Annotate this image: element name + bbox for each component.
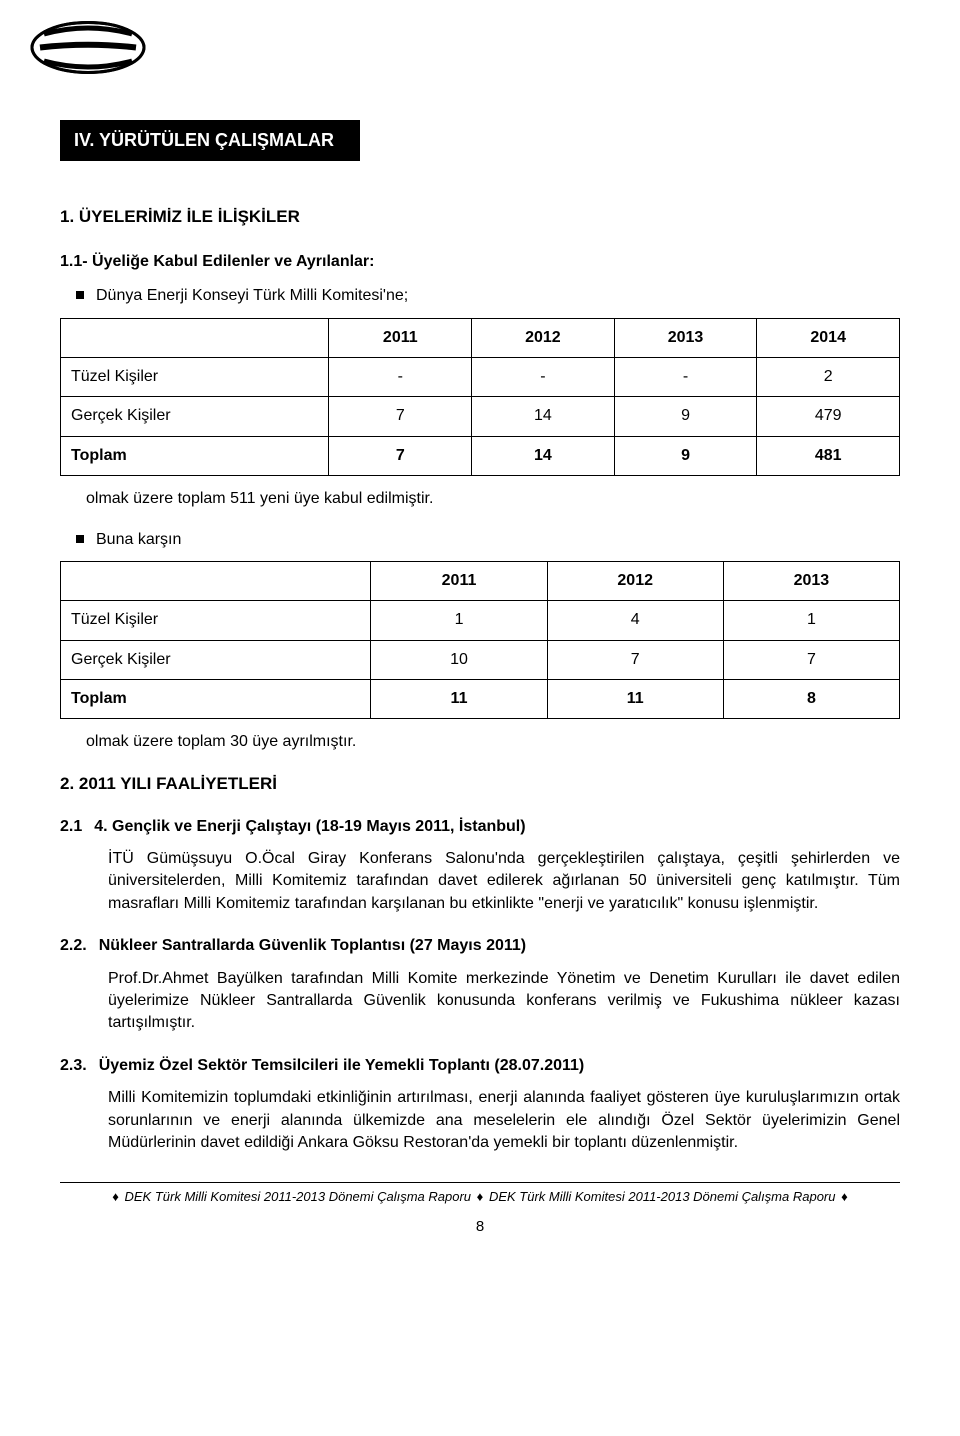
- table-cell: Toplam: [61, 436, 329, 475]
- table-header-cell: 2011: [329, 318, 472, 357]
- table-cell: 14: [472, 436, 615, 475]
- table-row: Toplam11118: [61, 680, 900, 719]
- table-cell: -: [329, 357, 472, 396]
- table-cell: 7: [329, 397, 472, 436]
- page-number: 8: [60, 1218, 900, 1235]
- members-left-table: 201120122013 Tüzel Kişiler141Gerçek Kişi…: [60, 561, 900, 720]
- note-left-total: olmak üzere toplam 30 üye ayrılmıştır.: [86, 731, 900, 753]
- table-cell: 8: [723, 680, 899, 719]
- diamond-icon: ♦: [475, 1189, 486, 1204]
- bullet-item: Buna karşın: [60, 529, 900, 551]
- org-logo: [28, 20, 148, 75]
- table-cell: 481: [757, 436, 900, 475]
- bullet-item: Dünya Enerji Konseyi Türk Milli Komitesi…: [60, 285, 900, 307]
- para-2.1: İTÜ Gümüşsuyu O.Öcal Giray Konferans Sal…: [108, 848, 900, 915]
- table-cell: 11: [547, 680, 723, 719]
- table-cell: -: [614, 357, 757, 396]
- item-title: 4. Gençlik ve Enerji Çalıştayı (18-19 Ma…: [94, 816, 900, 838]
- diamond-icon: ♦: [110, 1189, 121, 1204]
- page: IV. YÜRÜTÜLEN ÇALIŞMALAR 1. ÜYELERİMİZ İ…: [0, 0, 960, 1436]
- table-row: Toplam7149481: [61, 436, 900, 475]
- table-cell: 2: [757, 357, 900, 396]
- footer-text: ♦ DEK Türk Milli Komitesi 2011-2013 Döne…: [60, 1189, 900, 1204]
- table-cell: 7: [723, 640, 899, 679]
- item-title: Nükleer Santrallarda Güvenlik Toplantısı…: [99, 935, 900, 957]
- table-row: Gerçek Kişiler7149479: [61, 397, 900, 436]
- table-cell: 7: [547, 640, 723, 679]
- table-header-cell: 2012: [547, 561, 723, 600]
- footer-part-a: DEK Türk Milli Komitesi 2011-2013 Dönemi…: [124, 1189, 471, 1204]
- wec-logo-icon: [28, 20, 148, 75]
- table-row: Tüzel Kişiler141: [61, 601, 900, 640]
- table-cell: 1: [371, 601, 547, 640]
- heading-1.1: 1.1- Üyeliğe Kabul Edilenler ve Ayrılanl…: [60, 251, 900, 273]
- table-row: Tüzel Kişiler---2: [61, 357, 900, 396]
- table-cell: Tüzel Kişiler: [61, 357, 329, 396]
- table-header-cell: 2013: [723, 561, 899, 600]
- table-cell: 7: [329, 436, 472, 475]
- table-header-cell: 2013: [614, 318, 757, 357]
- table-header-cell: 2014: [757, 318, 900, 357]
- para-2.3: Milli Komitemizin toplumdaki etkinliğini…: [108, 1087, 900, 1154]
- note-admitted-total: olmak üzere toplam 511 yeni üye kabul ed…: [86, 488, 900, 510]
- table-cell: 9: [614, 397, 757, 436]
- table-cell: 11: [371, 680, 547, 719]
- heading-2.1: 2.1 4. Gençlik ve Enerji Çalıştayı (18-1…: [60, 816, 900, 838]
- footer-part-b: DEK Türk Milli Komitesi 2011-2013 Dönemi…: [489, 1189, 836, 1204]
- heading-1-members: 1. ÜYELERİMİZ İLE İLİŞKİLER: [60, 205, 900, 229]
- item-number: 2.1: [60, 816, 82, 838]
- heading-2.2: 2.2. Nükleer Santrallarda Güvenlik Topla…: [60, 935, 900, 957]
- table-header-cell: 2012: [472, 318, 615, 357]
- body-content: 1. ÜYELERİMİZ İLE İLİŞKİLER 1.1- Üyeliğe…: [60, 205, 900, 1154]
- table-header-cell: [61, 318, 329, 357]
- bullet-list: Dünya Enerji Konseyi Türk Milli Komitesi…: [60, 285, 900, 307]
- table-cell: 1: [723, 601, 899, 640]
- item-number: 2.3.: [60, 1055, 87, 1077]
- diamond-icon: ♦: [839, 1189, 850, 1204]
- members-admitted-table: 2011201220132014 Tüzel Kişiler---2Gerçek…: [60, 318, 900, 477]
- bullet-list: Buna karşın: [60, 529, 900, 551]
- table-header-cell: [61, 561, 371, 600]
- heading-2-activities: 2. 2011 YILI FAALİYETLERİ: [60, 772, 900, 796]
- para-2.2: Prof.Dr.Ahmet Bayülken tarafından Milli …: [108, 968, 900, 1035]
- item-title: Üyemiz Özel Sektör Temsilcileri ile Yeme…: [99, 1055, 900, 1077]
- table-cell: Gerçek Kişiler: [61, 397, 329, 436]
- table-cell: 10: [371, 640, 547, 679]
- table-cell: Toplam: [61, 680, 371, 719]
- table-cell: 9: [614, 436, 757, 475]
- table-cell: -: [472, 357, 615, 396]
- table-cell: Gerçek Kişiler: [61, 640, 371, 679]
- table-cell: 14: [472, 397, 615, 436]
- table-row: Gerçek Kişiler1077: [61, 640, 900, 679]
- heading-2.3: 2.3. Üyemiz Özel Sektör Temsilcileri ile…: [60, 1055, 900, 1077]
- table-cell: Tüzel Kişiler: [61, 601, 371, 640]
- table-cell: 479: [757, 397, 900, 436]
- footer-divider: [60, 1182, 900, 1183]
- table-cell: 4: [547, 601, 723, 640]
- item-number: 2.2.: [60, 935, 87, 957]
- section-tab: IV. YÜRÜTÜLEN ÇALIŞMALAR: [60, 120, 360, 161]
- table-header-cell: 2011: [371, 561, 547, 600]
